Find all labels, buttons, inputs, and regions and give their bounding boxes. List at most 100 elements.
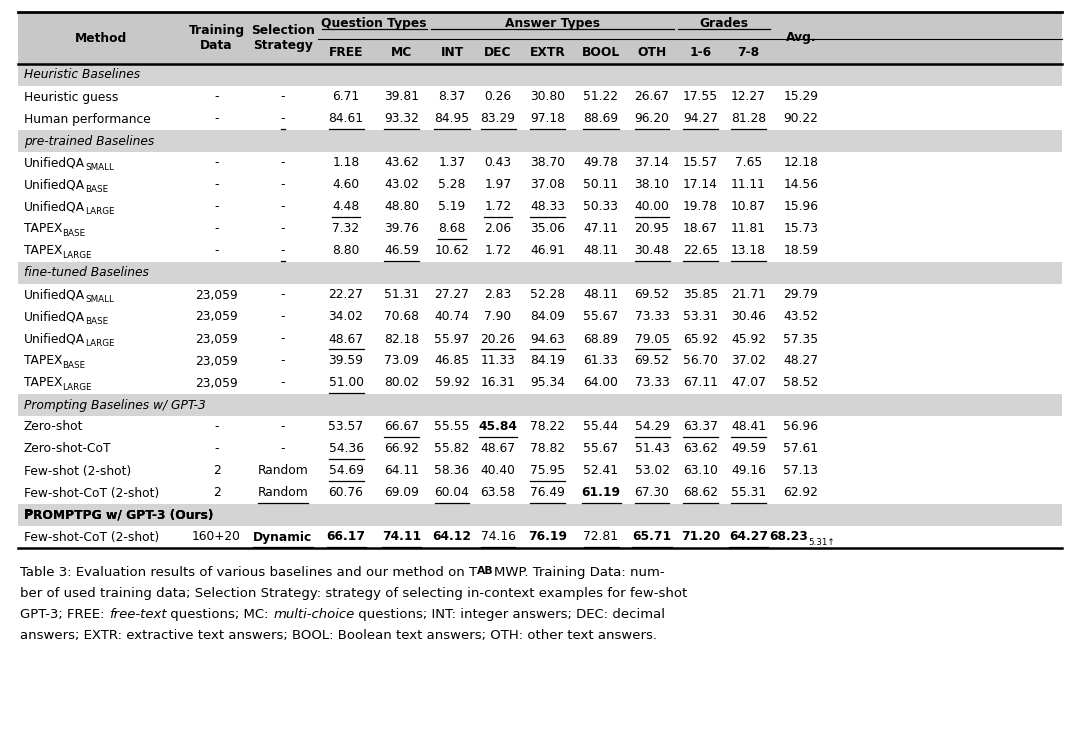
Text: -: - bbox=[281, 355, 285, 367]
Text: 51.00: 51.00 bbox=[328, 376, 364, 389]
Text: 84.09: 84.09 bbox=[530, 310, 565, 324]
Bar bbox=[18, 394, 1062, 416]
Text: 1.37: 1.37 bbox=[438, 157, 465, 169]
Text: answers; EXTR: extractive text answers; BOOL: Boolean text answers; OTH: other t: answers; EXTR: extractive text answers; … bbox=[21, 629, 657, 642]
Text: UnifiedQA: UnifiedQA bbox=[24, 310, 85, 324]
Text: 55.97: 55.97 bbox=[434, 333, 470, 346]
Text: -: - bbox=[281, 222, 285, 236]
Text: Grades: Grades bbox=[700, 17, 748, 30]
Text: AB: AB bbox=[477, 566, 494, 576]
Text: 0.43: 0.43 bbox=[485, 157, 512, 169]
Text: 2: 2 bbox=[213, 486, 220, 499]
Text: OTH: OTH bbox=[637, 46, 666, 59]
Text: 12.27: 12.27 bbox=[731, 90, 766, 103]
Text: LARGE: LARGE bbox=[85, 339, 114, 348]
Text: LARGE: LARGE bbox=[63, 383, 92, 392]
Text: 8.37: 8.37 bbox=[438, 90, 465, 103]
Text: Question Types: Question Types bbox=[321, 17, 427, 30]
Text: Prompting Baselines w/ GPT-3: Prompting Baselines w/ GPT-3 bbox=[24, 398, 206, 411]
Text: 76.19: 76.19 bbox=[528, 531, 567, 544]
Text: 94.27: 94.27 bbox=[683, 112, 718, 126]
Text: 23,059: 23,059 bbox=[195, 288, 238, 301]
Bar bbox=[18, 372, 1062, 394]
Text: questions; MC:: questions; MC: bbox=[166, 608, 273, 620]
Text: 8.68: 8.68 bbox=[438, 222, 465, 236]
Text: 63.10: 63.10 bbox=[683, 465, 718, 477]
Text: 49.16: 49.16 bbox=[731, 465, 766, 477]
Text: LARGE: LARGE bbox=[85, 207, 114, 216]
Text: 2.06: 2.06 bbox=[485, 222, 512, 236]
Text: 71.20: 71.20 bbox=[680, 531, 720, 544]
Text: Few-shot (2-shot): Few-shot (2-shot) bbox=[24, 465, 132, 477]
Text: -: - bbox=[281, 310, 285, 324]
Bar bbox=[18, 218, 1062, 240]
Text: INT: INT bbox=[441, 46, 463, 59]
Text: Table 3: Evaluation results of various baselines and our method on T: Table 3: Evaluation results of various b… bbox=[21, 566, 477, 579]
Text: -: - bbox=[281, 333, 285, 346]
Text: 47.07: 47.07 bbox=[731, 376, 766, 389]
Text: BOOL: BOOL bbox=[582, 46, 620, 59]
Text: SMALL: SMALL bbox=[85, 163, 114, 172]
Text: P: P bbox=[24, 508, 33, 522]
Text: 30.46: 30.46 bbox=[731, 310, 766, 324]
Text: 61.19: 61.19 bbox=[581, 486, 621, 499]
Text: 27.27: 27.27 bbox=[434, 288, 470, 301]
Text: pre-trained Baselines: pre-trained Baselines bbox=[24, 135, 154, 148]
Text: 70.68: 70.68 bbox=[384, 310, 419, 324]
Text: 51.31: 51.31 bbox=[384, 288, 419, 301]
Text: 48.41: 48.41 bbox=[731, 420, 766, 434]
Text: 40.00: 40.00 bbox=[635, 200, 670, 214]
Text: 58.36: 58.36 bbox=[434, 465, 470, 477]
Text: 0.26: 0.26 bbox=[485, 90, 512, 103]
Text: 22.27: 22.27 bbox=[328, 288, 364, 301]
Text: GPT-3; FREE:: GPT-3; FREE: bbox=[21, 608, 109, 620]
Text: 15.96: 15.96 bbox=[783, 200, 819, 214]
Text: -: - bbox=[281, 90, 285, 103]
Text: -: - bbox=[214, 178, 219, 191]
Text: 35.06: 35.06 bbox=[530, 222, 565, 236]
Bar bbox=[18, 86, 1062, 108]
Text: -: - bbox=[281, 200, 285, 214]
Text: 17.55: 17.55 bbox=[683, 90, 718, 103]
Text: BASE: BASE bbox=[63, 361, 85, 370]
Text: 1.72: 1.72 bbox=[485, 200, 512, 214]
Text: 55.82: 55.82 bbox=[434, 443, 470, 456]
Text: Heuristic guess: Heuristic guess bbox=[24, 90, 119, 103]
Text: 64.27: 64.27 bbox=[729, 531, 768, 544]
Text: 66.17: 66.17 bbox=[326, 531, 365, 544]
Text: Heuristic Baselines: Heuristic Baselines bbox=[24, 69, 140, 81]
Text: 68.62: 68.62 bbox=[683, 486, 718, 499]
Text: 1.18: 1.18 bbox=[333, 157, 360, 169]
Text: 1.72: 1.72 bbox=[485, 245, 512, 258]
Text: Zero-shot-CoT: Zero-shot-CoT bbox=[24, 443, 111, 456]
Text: 2: 2 bbox=[213, 465, 220, 477]
Text: 83.29: 83.29 bbox=[481, 112, 515, 126]
Text: 7.65: 7.65 bbox=[734, 157, 762, 169]
Text: multi-choice: multi-choice bbox=[273, 608, 354, 620]
Text: 15.57: 15.57 bbox=[683, 157, 718, 169]
Text: 30.80: 30.80 bbox=[530, 90, 565, 103]
Text: LARGE: LARGE bbox=[63, 251, 92, 260]
Text: 26.67: 26.67 bbox=[635, 90, 670, 103]
Text: 80.02: 80.02 bbox=[384, 376, 419, 389]
Text: MWP. Training Data: num-: MWP. Training Data: num- bbox=[494, 566, 664, 579]
Text: 67.11: 67.11 bbox=[683, 376, 718, 389]
Text: 54.36: 54.36 bbox=[328, 443, 364, 456]
Text: 2.83: 2.83 bbox=[484, 288, 512, 301]
Text: 56.96: 56.96 bbox=[783, 420, 819, 434]
Text: 18.67: 18.67 bbox=[683, 222, 718, 236]
Text: 6.71: 6.71 bbox=[333, 90, 360, 103]
Text: TAPEX: TAPEX bbox=[24, 355, 63, 367]
Text: 73.33: 73.33 bbox=[635, 376, 670, 389]
Bar bbox=[18, 482, 1062, 504]
Text: 7.90: 7.90 bbox=[485, 310, 512, 324]
Text: UnifiedQA: UnifiedQA bbox=[24, 178, 85, 191]
Text: 78.82: 78.82 bbox=[530, 443, 565, 456]
Text: -: - bbox=[281, 443, 285, 456]
Text: 4.48: 4.48 bbox=[333, 200, 360, 214]
Text: 74.16: 74.16 bbox=[481, 531, 515, 544]
Text: 65.71: 65.71 bbox=[633, 531, 672, 544]
Text: 50.11: 50.11 bbox=[583, 178, 619, 191]
Text: DEC: DEC bbox=[484, 46, 512, 59]
Text: 90.22: 90.22 bbox=[784, 112, 819, 126]
